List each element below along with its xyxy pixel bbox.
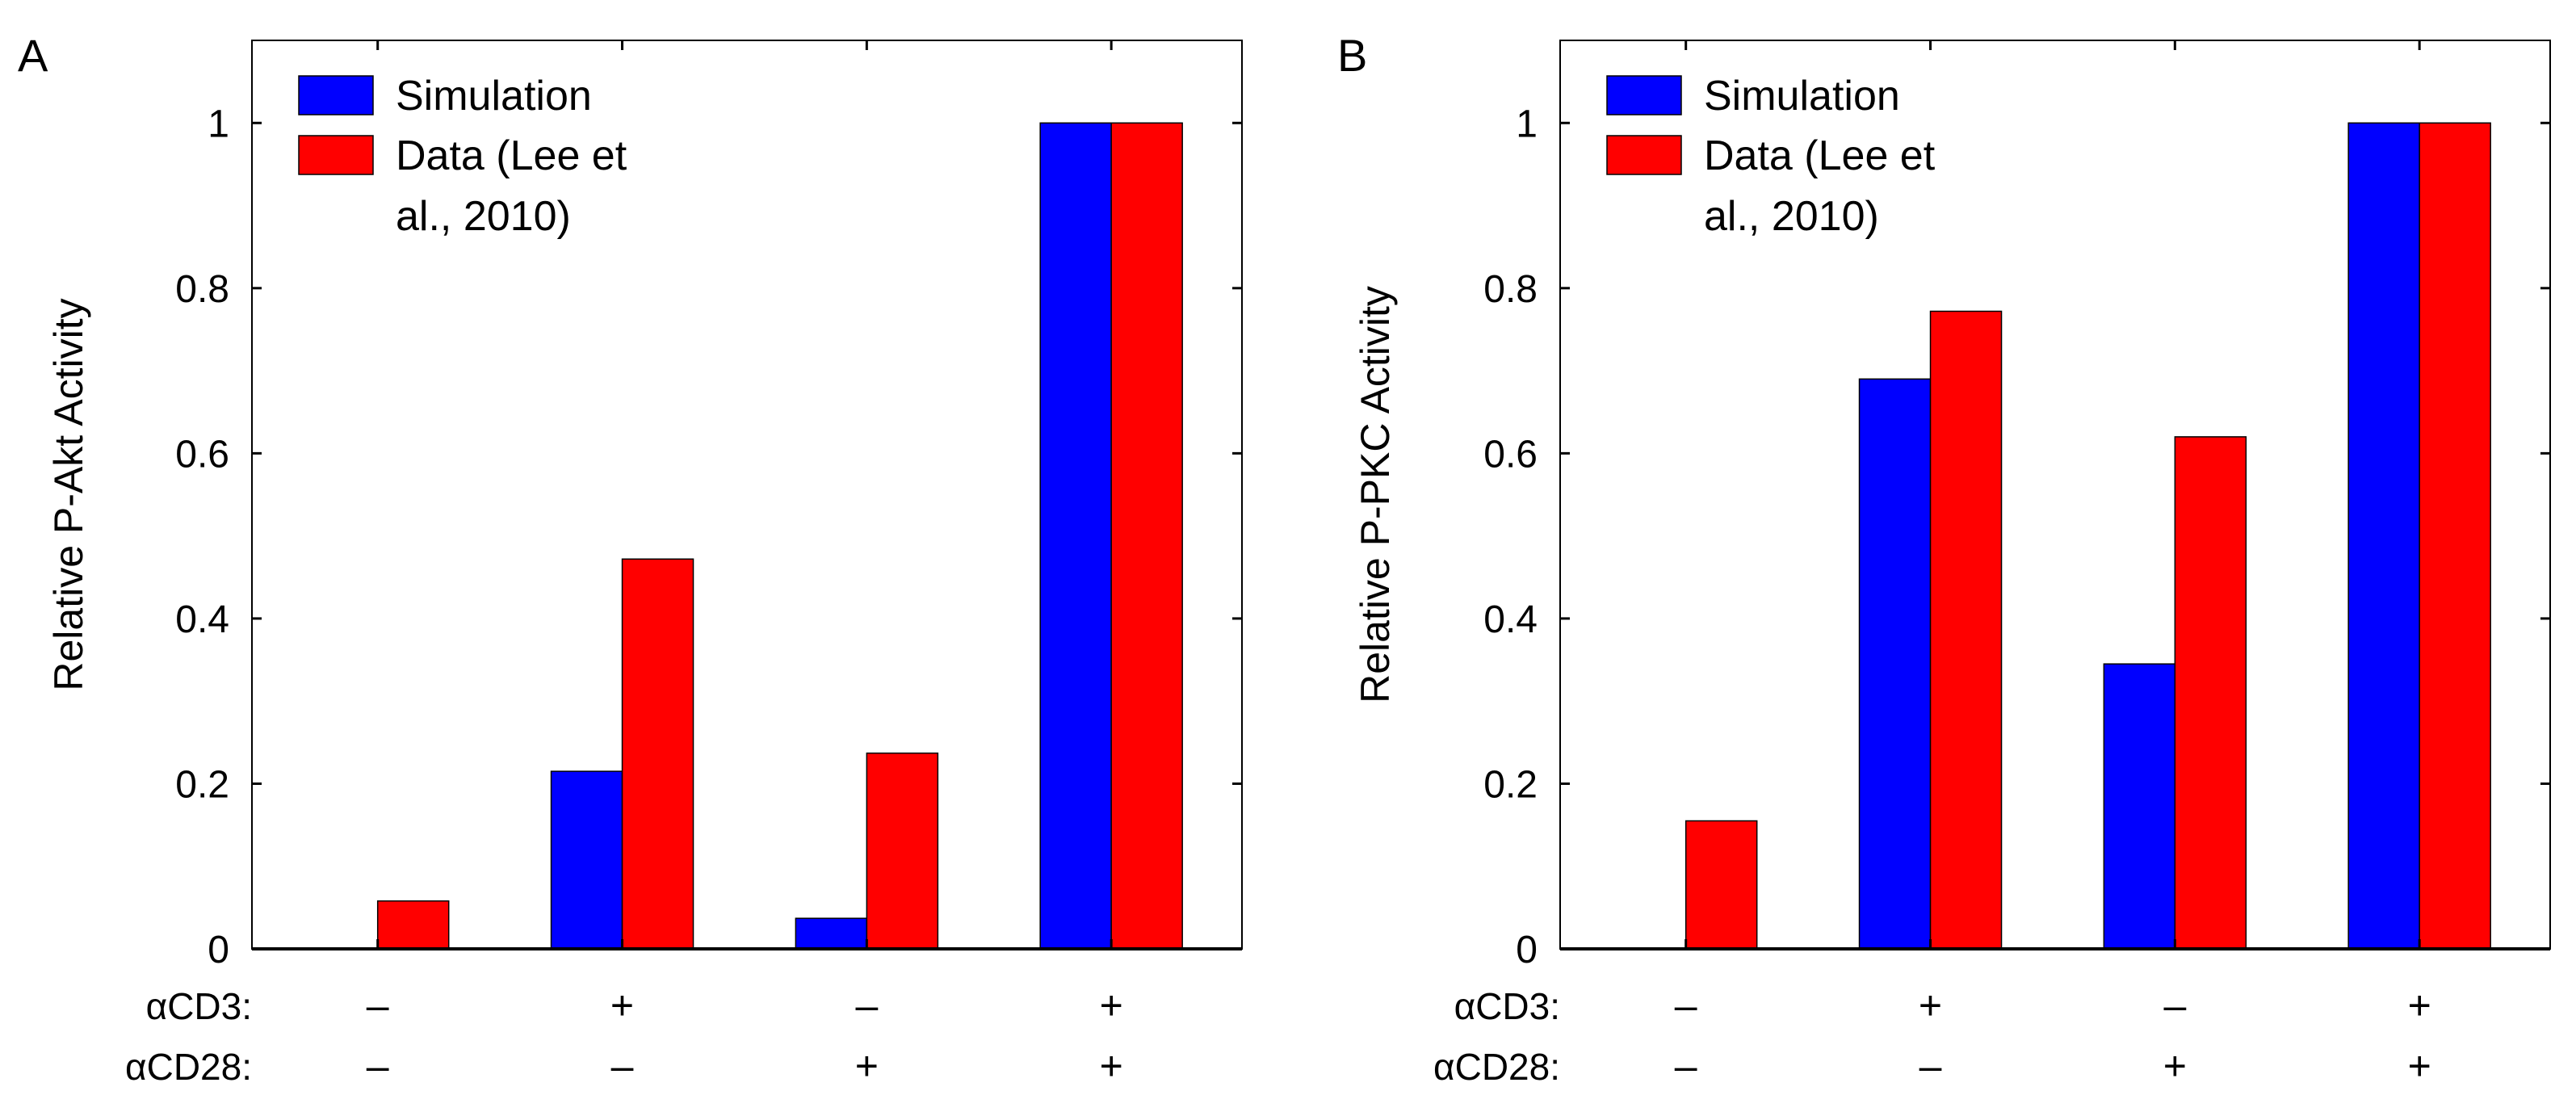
simulation-bar	[2347, 122, 2420, 950]
condition-label: αCD3:	[146, 985, 252, 1027]
y-tick-label: 1	[1516, 103, 1538, 145]
data-bar	[1929, 310, 2003, 950]
condition-sign: –	[855, 983, 878, 1028]
data-bar	[866, 752, 939, 950]
legend: Simulation Data (Lee et al., 2010)	[298, 73, 627, 240]
condition-sign: +	[2408, 983, 2431, 1028]
simulation-bar	[795, 917, 868, 950]
simulation-bar	[550, 770, 623, 950]
condition-sign: +	[1100, 1043, 1123, 1089]
y-tick-label: 0.4	[175, 598, 229, 641]
simulation-bar	[1858, 378, 1932, 950]
y-tick-label: 0.8	[175, 268, 229, 311]
condition-sign: –	[1919, 1043, 1942, 1089]
condition-sign: +	[1919, 983, 1942, 1028]
y-tick-label: 0	[208, 929, 229, 971]
simulation-legend-label: Simulation	[396, 73, 592, 120]
data-legend-label: al., 2010)	[1704, 193, 1879, 240]
condition-sign: +	[2408, 1043, 2431, 1089]
y-axis-label: Relative P-Akt Activity	[46, 298, 91, 690]
data-legend-swatch	[1606, 135, 1682, 175]
simulation-legend-label: Simulation	[1704, 73, 1900, 120]
condition-sign: +	[855, 1043, 879, 1089]
data-bar	[2419, 122, 2491, 950]
data-bar	[621, 558, 694, 950]
condition-sign: +	[1100, 983, 1123, 1028]
y-axis-label: Relative P-PKC Activity	[1353, 286, 1398, 703]
data-bar	[1684, 820, 1758, 950]
condition-table: αCD3: – + – + αCD28: – – + +	[125, 983, 1123, 1089]
simulation-bar	[1039, 122, 1112, 950]
y-tick-label: 0.2	[175, 763, 229, 806]
data-bar	[376, 900, 450, 950]
y-tick-label: 0.6	[1483, 433, 1538, 476]
y-tick-label: 0.6	[175, 433, 229, 476]
simulation-legend-swatch	[298, 75, 374, 115]
data-legend-label: Data (Lee et	[1704, 132, 1936, 179]
data-bar	[2174, 436, 2247, 950]
condition-sign: –	[367, 1043, 389, 1089]
chart-panel-a: A 0 0.2 0.4 0.6 0.8 1 Relative P-Akt Activity Si…	[18, 30, 1243, 1089]
simulation-bar	[2103, 663, 2176, 950]
data-legend-swatch	[298, 135, 374, 175]
y-tick-label: 0.2	[1483, 763, 1538, 806]
condition-sign: –	[1675, 1043, 1697, 1089]
panel-letter: A	[18, 30, 48, 81]
panel-letter: B	[1337, 30, 1367, 81]
chart-panel-b: B 0 0.2 0.4 0.6 0.8 1 Relative P-PKC Activity Si…	[1337, 30, 2551, 1089]
data-legend-label: al., 2010)	[396, 193, 571, 240]
condition-label: αCD28:	[125, 1046, 252, 1088]
condition-sign: +	[610, 983, 634, 1028]
y-tick-label: 1	[208, 103, 229, 145]
simulation-legend-swatch	[1606, 75, 1682, 115]
y-tick-label: 0.4	[1483, 598, 1538, 641]
condition-sign: –	[367, 983, 389, 1028]
condition-label: αCD28:	[1433, 1046, 1560, 1088]
y-tick-label: 0.8	[1483, 268, 1538, 311]
condition-label: αCD3:	[1454, 985, 1560, 1027]
condition-sign: –	[1675, 983, 1697, 1028]
condition-sign: +	[2163, 1043, 2187, 1089]
data-bar	[1110, 122, 1183, 950]
condition-sign: –	[2163, 983, 2186, 1028]
condition-sign: –	[611, 1043, 634, 1089]
y-tick-label: 0	[1516, 929, 1538, 971]
legend: Simulation Data (Lee et al., 2010)	[1606, 73, 1936, 240]
data-legend-label: Data (Lee et	[396, 132, 627, 179]
condition-table: αCD3: – + – + αCD28: – – + +	[1433, 983, 2431, 1089]
